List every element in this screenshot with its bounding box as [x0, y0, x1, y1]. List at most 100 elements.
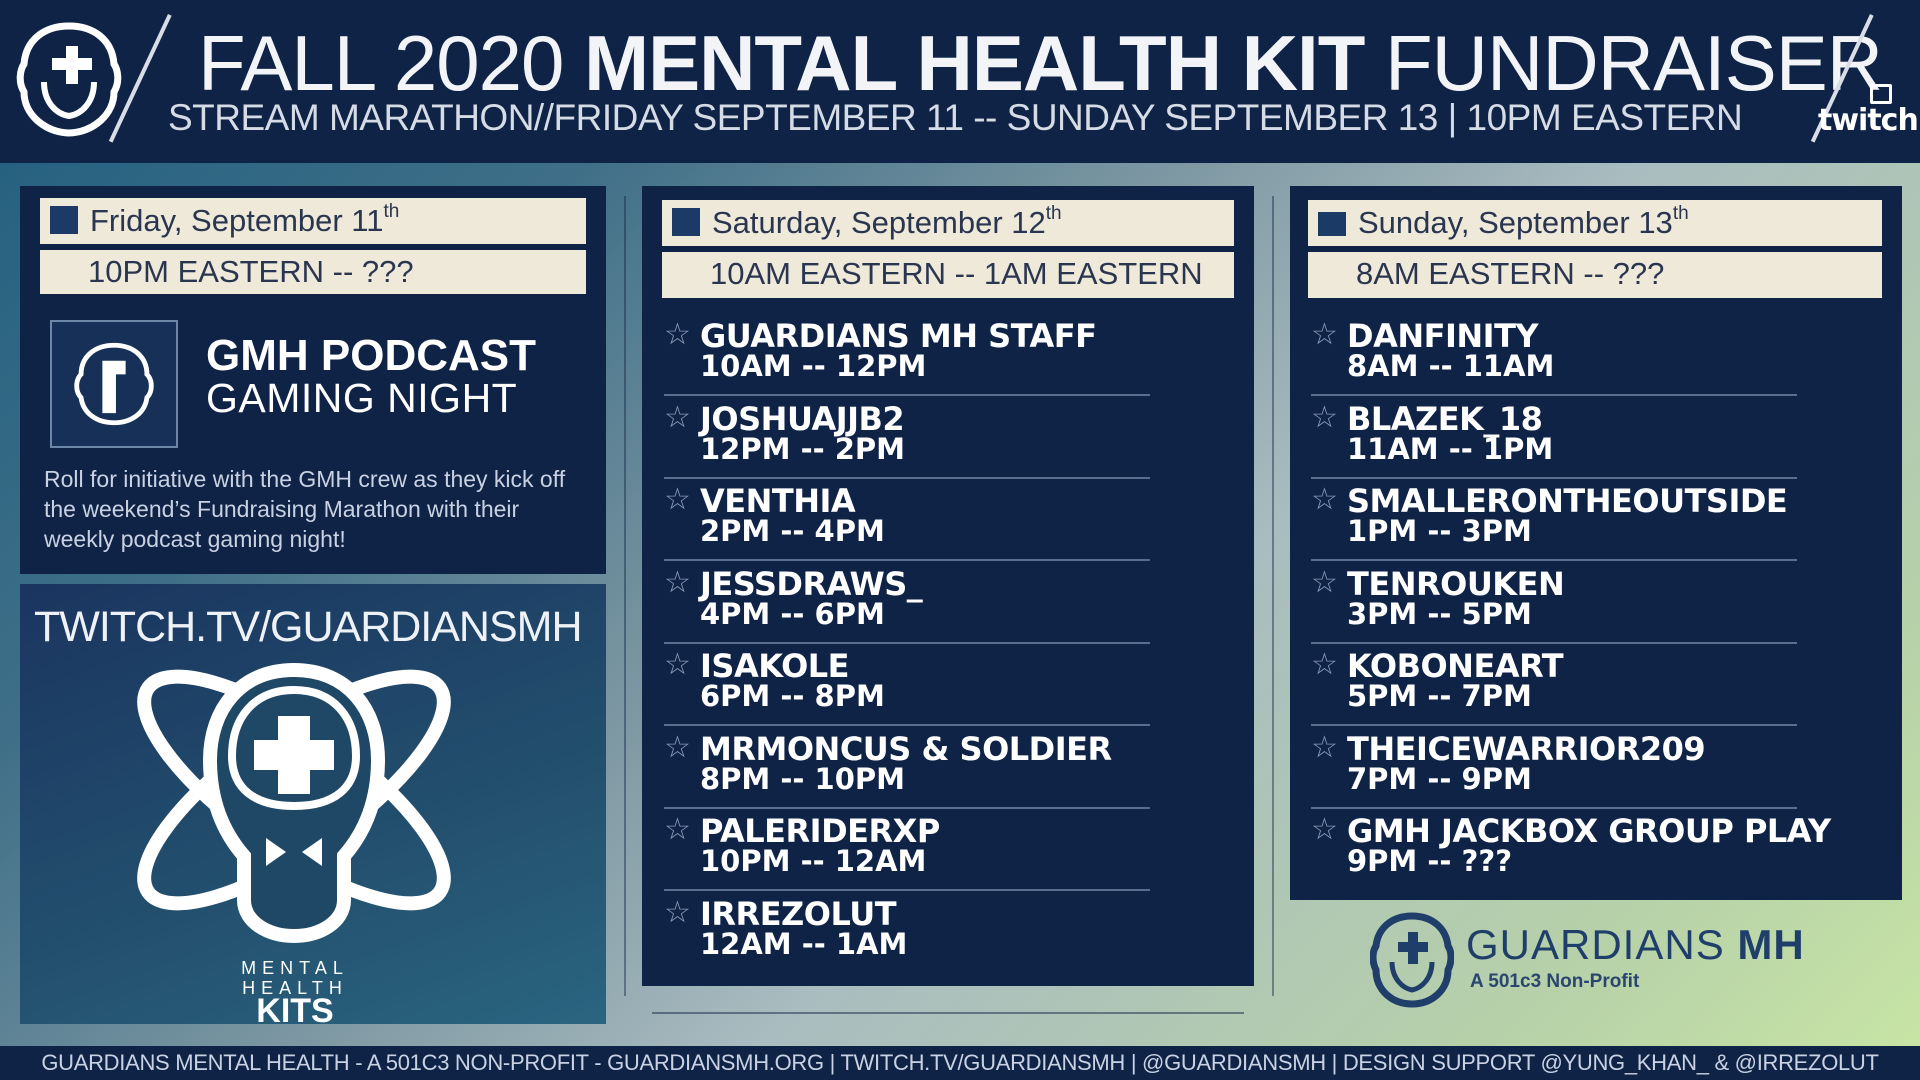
streamer-name: ISAKOLE: [700, 647, 850, 685]
schedule-slot: ☆ DANFINITY 8AM -- 11AM: [1311, 317, 1797, 400]
slot-divider: [664, 724, 1150, 726]
slot-time: 8AM -- 11AM: [1347, 349, 1555, 383]
star-icon: ☆: [664, 565, 691, 599]
sunday-date-bar: Sunday, September 13th: [1308, 200, 1882, 246]
slot-divider: [1311, 559, 1797, 561]
streamer-name: TENROUKEN: [1347, 564, 1565, 603]
star-icon: ☆: [1311, 565, 1338, 599]
event-subtitle: GAMING NIGHT: [206, 375, 518, 421]
star-icon: ☆: [664, 318, 691, 351]
schedule-slot: ☆ GMH JACKBOX GROUP PLAY 9PM -- ???: [1311, 813, 1831, 895]
sunday-time-bar: 8AM EASTERN -- ???: [1308, 252, 1882, 298]
schedule-slot: ☆ ISAKOLE 6PM -- 8PM: [664, 647, 1150, 730]
schedule-slot: ☆ BLAZEK_18 11AM -- 1PM: [1311, 399, 1797, 483]
saturday-time-bar: 10AM EASTERN -- 1AM EASTERN: [662, 252, 1234, 298]
calendar-square-icon: [672, 208, 700, 236]
streamer-name: BLAZEK_18: [1347, 399, 1543, 438]
star-icon: ☆: [664, 730, 691, 764]
slot-time: 12AM -- 1AM: [700, 926, 908, 961]
star-icon: ☆: [664, 400, 691, 434]
star-icon: ☆: [1311, 730, 1338, 764]
schedule-slot: ☆ SMALLERONTHEOUTSIDE 1PM -- 3PM: [1311, 483, 1797, 565]
saturday-panel: [642, 186, 1254, 986]
streamer-name: VENTHIA: [700, 482, 856, 520]
guardians-brain-shield-logo: [16, 22, 122, 137]
kit-logo-kits: KITS: [256, 992, 334, 1030]
kit-logo-wordmark: MENTAL HEALTH: [241, 958, 349, 998]
schedule-slot: ☆ JESSDRAWS_ 4PM -- 6PM: [664, 564, 1150, 648]
event-title: GMH PODCAST: [206, 331, 536, 380]
saturday-bottom-rule: [652, 1012, 1244, 1014]
schedule-slot: ☆ VENTHIA 2PM -- 4PM: [664, 482, 1150, 565]
gmh-podcast-icon: [50, 320, 178, 448]
star-icon: ☆: [1311, 318, 1338, 351]
schedule-slot: ☆ THEICEWARRIOR209 7PM -- 9PM: [1311, 729, 1797, 813]
star-icon: ☆: [664, 648, 691, 681]
streamer-name: JOSHUAJJB2: [700, 399, 905, 438]
sunday-panel: [1290, 186, 1902, 900]
slot-time: 10AM -- 12PM: [700, 349, 927, 383]
slot-time: 9PM -- ???: [1347, 844, 1513, 878]
streamer-name: THEICEWARRIOR209: [1347, 729, 1706, 768]
slot-time: 2PM -- 4PM: [700, 514, 885, 548]
column-divider: [624, 196, 626, 996]
slot-divider: [1311, 806, 1797, 809]
channel-url: TWITCH.TV/GUARDIANSMH: [34, 603, 583, 651]
schedule-slot: ☆ MRMONCUS & SOLDIER 8PM -- 10PM: [664, 729, 1150, 813]
header-banner: FALL 2020 MENTAL HEALTH KIT FUNDRAISER S…: [0, 0, 1920, 163]
schedule-slot: ☆ GUARDIANS MH STAFF 10AM -- 12PM: [664, 317, 1150, 400]
slot-divider: [664, 889, 1150, 891]
slot-divider: [664, 394, 1150, 396]
schedule-slot: ☆ PALERIDERXP 10PM -- 12AM: [664, 812, 1150, 895]
streamer-name: JESSDRAWS_: [700, 564, 923, 603]
streamer-name: DANFINITY: [1347, 317, 1539, 355]
calendar-square-icon: [1318, 208, 1346, 236]
star-icon: ☆: [1311, 648, 1338, 681]
friday-date-bar: Friday, September 11th: [40, 198, 586, 244]
calendar-square-icon: [50, 206, 78, 234]
event-description: Roll for initiative with the GMH crew as…: [44, 466, 566, 552]
slot-time: 6PM -- 8PM: [700, 679, 885, 713]
slot-time: 1PM -- 3PM: [1347, 514, 1532, 548]
slot-divider: [664, 641, 1150, 644]
slot-time: 7PM -- 9PM: [1347, 761, 1532, 796]
schedule-slot: ☆ KOBONEART 5PM -- 7PM: [1311, 648, 1797, 730]
column-divider: [1272, 196, 1274, 996]
streamer-name: MRMONCUS & SOLDIER: [700, 729, 1112, 768]
saturday-date-bar: Saturday, September 12th: [662, 200, 1234, 246]
slot-time: 10PM -- 12AM: [700, 844, 927, 878]
star-icon: ☆: [1311, 813, 1338, 846]
page-subtitle: STREAM MARATHON//FRIDAY SEPTEMBER 11 -- …: [168, 97, 1743, 138]
streamer-name: IRREZOLUT: [700, 894, 897, 933]
star-icon: ☆: [1311, 483, 1338, 516]
footer-credits: GUARDIANS MENTAL HEALTH - A 501C3 NON-PR…: [0, 1046, 1920, 1080]
slot-time: 12PM -- 2PM: [700, 431, 906, 466]
slot-time: 5PM -- 7PM: [1347, 679, 1532, 713]
slot-divider: [664, 806, 1150, 809]
slot-divider: [1311, 476, 1797, 479]
friday-time-bar: 10PM EASTERN -- ???: [40, 250, 586, 294]
slot-divider: [1311, 641, 1797, 644]
twitch-glitch-icon: [1870, 84, 1892, 104]
mental-health-kit-skull-logo: [137, 662, 451, 944]
star-icon: ☆: [1311, 400, 1338, 434]
schedule-slot: ☆ IRREZOLUT 12AM -- 1AM: [664, 896, 1144, 978]
schedule-slot: ☆ TENROUKEN 3PM -- 5PM: [1311, 564, 1797, 648]
slot-divider: [1311, 394, 1797, 396]
slot-divider: [664, 559, 1150, 561]
streamer-name: GUARDIANS MH STAFF: [700, 317, 1097, 355]
slot-time: 4PM -- 6PM: [700, 596, 885, 631]
slot-divider: [664, 476, 1150, 479]
slot-time: 3PM -- 5PM: [1347, 596, 1532, 631]
star-icon: ☆: [664, 895, 691, 929]
streamer-name: GMH JACKBOX GROUP PLAY: [1347, 812, 1831, 850]
slot-time: 8PM -- 10PM: [700, 761, 906, 796]
brand-tagline: A 501c3 Non-Profit: [1470, 971, 1640, 992]
slot-divider: [1311, 724, 1797, 726]
schedule-slot: ☆ JOSHUAJJB2 12PM -- 2PM: [664, 399, 1150, 483]
twitch-logo: twitch: [1818, 84, 1919, 138]
streamer-name: PALERIDERXP: [700, 812, 940, 850]
page-title: FALL 2020 MENTAL HEALTH KIT FUNDRAISER: [198, 19, 1883, 107]
star-icon: ☆: [664, 813, 691, 846]
slot-time: 11AM -- 1PM: [1347, 431, 1554, 466]
